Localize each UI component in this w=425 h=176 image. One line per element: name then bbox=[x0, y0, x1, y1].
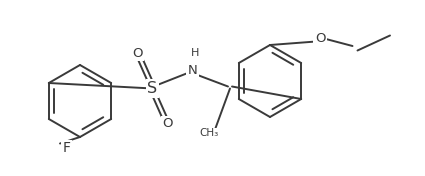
Text: O: O bbox=[132, 47, 143, 60]
Text: CH₃: CH₃ bbox=[199, 128, 218, 139]
Text: N: N bbox=[187, 64, 197, 77]
Text: F: F bbox=[62, 142, 71, 156]
Text: O: O bbox=[315, 32, 325, 45]
Text: H: H bbox=[191, 49, 199, 58]
Text: O: O bbox=[162, 117, 173, 130]
Text: S: S bbox=[147, 81, 158, 96]
